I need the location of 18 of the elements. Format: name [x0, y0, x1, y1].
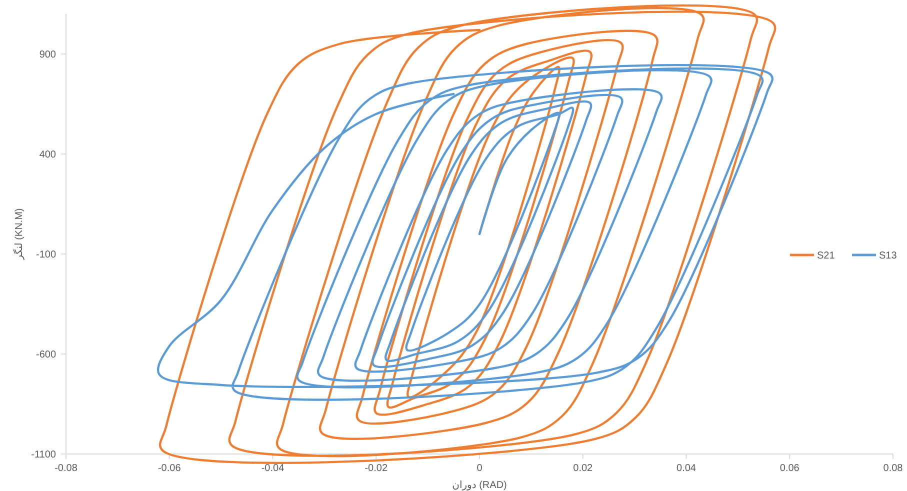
y-tick-label: -100 [36, 250, 56, 260]
x-tick-label: 0.02 [573, 463, 594, 474]
y-tick-label: 400 [39, 150, 56, 160]
x-tick-label: 0.04 [676, 463, 696, 474]
x-tick-label: -0.08 [54, 463, 78, 474]
x-axis-title: دوران (RAD) [452, 480, 507, 491]
legend-label: S13 [879, 250, 898, 262]
x-tick-label: -0.06 [158, 463, 182, 474]
x-tick-label: 0 [476, 463, 483, 474]
x-tick-label: -0.04 [261, 463, 285, 474]
y-tick-label: 900 [39, 50, 56, 60]
y-axis-title: لنگر (KN.M) [13, 208, 25, 261]
x-tick-label: -0.02 [364, 463, 388, 474]
x-tick-label: 0.08 [883, 463, 904, 474]
x-tick-label: 0.06 [780, 463, 800, 474]
y-tick-label: -1100 [31, 450, 56, 460]
legend-label: S21 [817, 250, 836, 262]
y-tick-label: -600 [36, 350, 56, 360]
